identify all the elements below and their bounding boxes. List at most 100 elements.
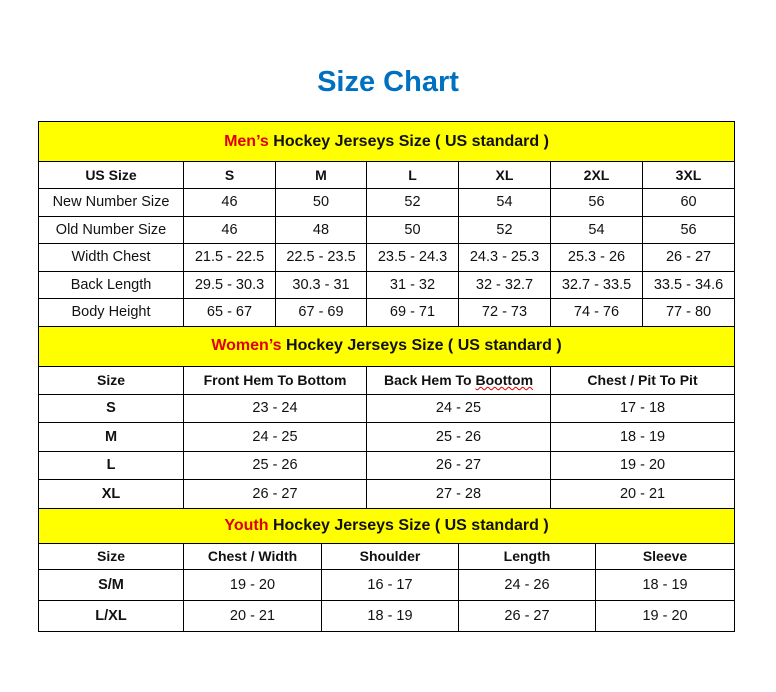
table-cell: 24 - 26 — [458, 568, 596, 601]
table-cell: 19 - 20 — [594, 599, 736, 632]
row-label: New Number Size — [38, 188, 184, 217]
table-cell: 69 - 71 — [366, 298, 459, 327]
table-cell: 25 - 26 — [366, 422, 551, 452]
column-header: Chest / Width — [183, 542, 322, 570]
table-cell: 65 - 67 — [183, 298, 276, 327]
table-row: Back Length 29.5 - 30.3 30.3 - 31 31 - 32 32… — [38, 270, 736, 299]
table-cell: 21.5 - 22.5 — [183, 243, 276, 272]
table-cell: 18 - 19 — [549, 422, 736, 452]
row-label: XL — [38, 479, 184, 509]
column-header: 2XL — [550, 161, 643, 189]
table-cell: 31 - 32 — [366, 270, 459, 299]
table-cell: 26 - 27 — [641, 243, 736, 272]
table-cell: 24 - 25 — [366, 393, 551, 423]
table-row: L 25 - 26 26 - 27 19 - 20 — [38, 450, 736, 480]
column-header: L — [366, 161, 459, 189]
column-header: Back Hem To Boottom — [366, 365, 551, 395]
table-cell: 52 — [458, 215, 551, 244]
table-cell: 50 — [366, 215, 459, 244]
column-header: S — [183, 161, 276, 189]
header-text: Back Hem To — [383, 372, 476, 388]
table-row: S/M 19 - 20 16 - 17 24 - 26 18 - 19 — [38, 568, 736, 601]
column-header: US Size — [38, 161, 184, 189]
table-cell: 77 - 80 — [641, 298, 736, 327]
table-cell: 17 - 18 — [549, 393, 736, 423]
table-cell: 46 — [183, 188, 276, 217]
women-section-title: Women’s Hockey Jerseys Size ( US standar… — [37, 325, 736, 367]
youth-section-title: Youth Hockey Jerseys Size ( US standard … — [37, 507, 736, 544]
table-row: Width Chest 21.5 - 22.5 22.5 - 23.5 23.5 - … — [38, 243, 736, 272]
misspelled-word: Boottom — [475, 372, 534, 388]
table-cell: 56 — [550, 188, 643, 217]
table-cell: 23.5 - 24.3 — [366, 243, 459, 272]
youth-title: Hockey Jerseys Size ( US standard ) — [268, 516, 549, 534]
row-label: Old Number Size — [38, 215, 184, 244]
row-label: M — [38, 422, 184, 452]
table-cell: 60 — [641, 188, 736, 217]
table-row: Body Height 65 - 67 67 - 69 69 - 71 72 - 73 7… — [38, 298, 736, 327]
table-cell: 72 - 73 — [458, 298, 551, 327]
column-header: Front Hem To Bottom — [183, 365, 367, 395]
table-cell: 18 - 19 — [594, 568, 736, 601]
table-cell: 25.3 - 26 — [550, 243, 643, 272]
row-label: Body Height — [38, 298, 184, 327]
table-cell: 54 — [550, 215, 643, 244]
table-row: M 24 - 25 25 - 26 18 - 19 — [38, 422, 736, 452]
table-cell: 20 - 21 — [183, 599, 322, 632]
men-highlight: Men’s — [224, 132, 269, 150]
table-cell: 32.7 - 33.5 — [550, 270, 643, 299]
table-cell: 18 - 19 — [321, 599, 459, 632]
women-table: Women’s Hockey Jerseys Size ( US standar… — [37, 325, 736, 509]
men-section-title: Men’s Hockey Jerseys Size ( US standard … — [37, 121, 736, 162]
women-header-row: Size Front Hem To Bottom Back Hem To Boo… — [38, 365, 736, 395]
table-cell: 50 — [275, 188, 367, 217]
column-header: Shoulder — [321, 542, 459, 570]
table-cell: 74 - 76 — [550, 298, 643, 327]
row-label: S — [38, 393, 184, 423]
table-cell: 24.3 - 25.3 — [458, 243, 551, 272]
youth-table: Youth Hockey Jerseys Size ( US standard … — [37, 507, 736, 632]
row-label: Width Chest — [38, 243, 184, 272]
row-label: L — [38, 450, 184, 480]
table-cell: 26 - 27 — [366, 450, 551, 480]
table-cell: 48 — [275, 215, 367, 244]
table-cell: 16 - 17 — [321, 568, 459, 601]
table-cell: 67 - 69 — [275, 298, 367, 327]
table-cell: 24 - 25 — [183, 422, 367, 452]
table-cell: 56 — [641, 215, 736, 244]
table-row: Old Number Size 46 48 50 52 54 56 — [38, 215, 736, 244]
men-table: Men’s Hockey Jerseys Size ( US standard … — [37, 121, 736, 327]
table-cell: 32 - 32.7 — [458, 270, 551, 299]
table-row: L/XL 20 - 21 18 - 19 26 - 27 19 - 20 — [38, 599, 736, 632]
men-title: Hockey Jerseys Size ( US standard ) — [268, 132, 549, 150]
column-header: XL — [458, 161, 551, 189]
table-row: XL 26 - 27 27 - 28 20 - 21 — [38, 479, 736, 509]
table-cell: 19 - 20 — [183, 568, 322, 601]
size-chart: Men’s Hockey Jerseys Size ( US standard … — [37, 121, 736, 632]
column-header: 3XL — [641, 161, 736, 189]
column-header: Size — [38, 365, 184, 395]
table-cell: 23 - 24 — [183, 393, 367, 423]
table-cell: 20 - 21 — [549, 479, 736, 509]
page-title: Size Chart — [317, 66, 459, 98]
table-cell: 54 — [458, 188, 551, 217]
column-header: Chest / Pit To Pit — [549, 365, 736, 395]
table-cell: 26 - 27 — [183, 479, 367, 509]
table-row: S 23 - 24 24 - 25 17 - 18 — [38, 393, 736, 423]
column-header: M — [275, 161, 367, 189]
women-title: Hockey Jerseys Size ( US standard ) — [281, 337, 562, 354]
table-cell: 19 - 20 — [549, 450, 736, 480]
column-header: Size — [38, 542, 184, 570]
row-label: Back Length — [38, 270, 184, 299]
table-cell: 25 - 26 — [183, 450, 367, 480]
table-cell: 46 — [183, 215, 276, 244]
table-cell: 29.5 - 30.3 — [183, 270, 276, 299]
column-header: Sleeve — [594, 542, 736, 570]
table-cell: 22.5 - 23.5 — [275, 243, 367, 272]
table-cell: 52 — [366, 188, 459, 217]
table-cell: 26 - 27 — [458, 599, 596, 632]
women-highlight: Women’s — [211, 337, 282, 354]
youth-header-row: Size Chest / Width Shoulder Length Sleeve — [38, 542, 736, 570]
table-cell: 27 - 28 — [366, 479, 551, 509]
row-label: L/XL — [38, 599, 184, 632]
